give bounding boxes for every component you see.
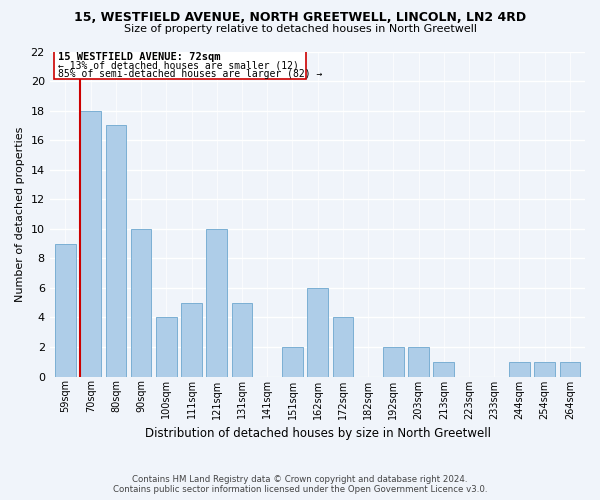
Text: 15 WESTFIELD AVENUE: 72sqm: 15 WESTFIELD AVENUE: 72sqm: [58, 52, 220, 62]
Y-axis label: Number of detached properties: Number of detached properties: [15, 126, 25, 302]
Bar: [383, 347, 404, 376]
Text: 15, WESTFIELD AVENUE, NORTH GREETWELL, LINCOLN, LN2 4RD: 15, WESTFIELD AVENUE, NORTH GREETWELL, L…: [74, 11, 526, 24]
Bar: [80, 110, 101, 376]
Text: Contains HM Land Registry data © Crown copyright and database right 2024.
Contai: Contains HM Land Registry data © Crown c…: [113, 474, 487, 494]
Text: Size of property relative to detached houses in North Greetwell: Size of property relative to detached ho…: [124, 24, 476, 34]
Bar: [106, 126, 126, 376]
FancyBboxPatch shape: [54, 51, 306, 79]
Text: 85% of semi-detached houses are larger (82) →: 85% of semi-detached houses are larger (…: [58, 70, 322, 80]
Bar: [535, 362, 555, 376]
Bar: [307, 288, 328, 376]
Bar: [181, 302, 202, 376]
Bar: [282, 347, 303, 376]
Bar: [156, 318, 177, 376]
Bar: [408, 347, 429, 376]
X-axis label: Distribution of detached houses by size in North Greetwell: Distribution of detached houses by size …: [145, 427, 491, 440]
Bar: [206, 229, 227, 376]
Bar: [232, 302, 253, 376]
Text: ← 13% of detached houses are smaller (12): ← 13% of detached houses are smaller (12…: [58, 60, 299, 70]
Bar: [509, 362, 530, 376]
Bar: [55, 244, 76, 376]
Bar: [131, 229, 151, 376]
Bar: [433, 362, 454, 376]
Bar: [560, 362, 580, 376]
Bar: [332, 318, 353, 376]
